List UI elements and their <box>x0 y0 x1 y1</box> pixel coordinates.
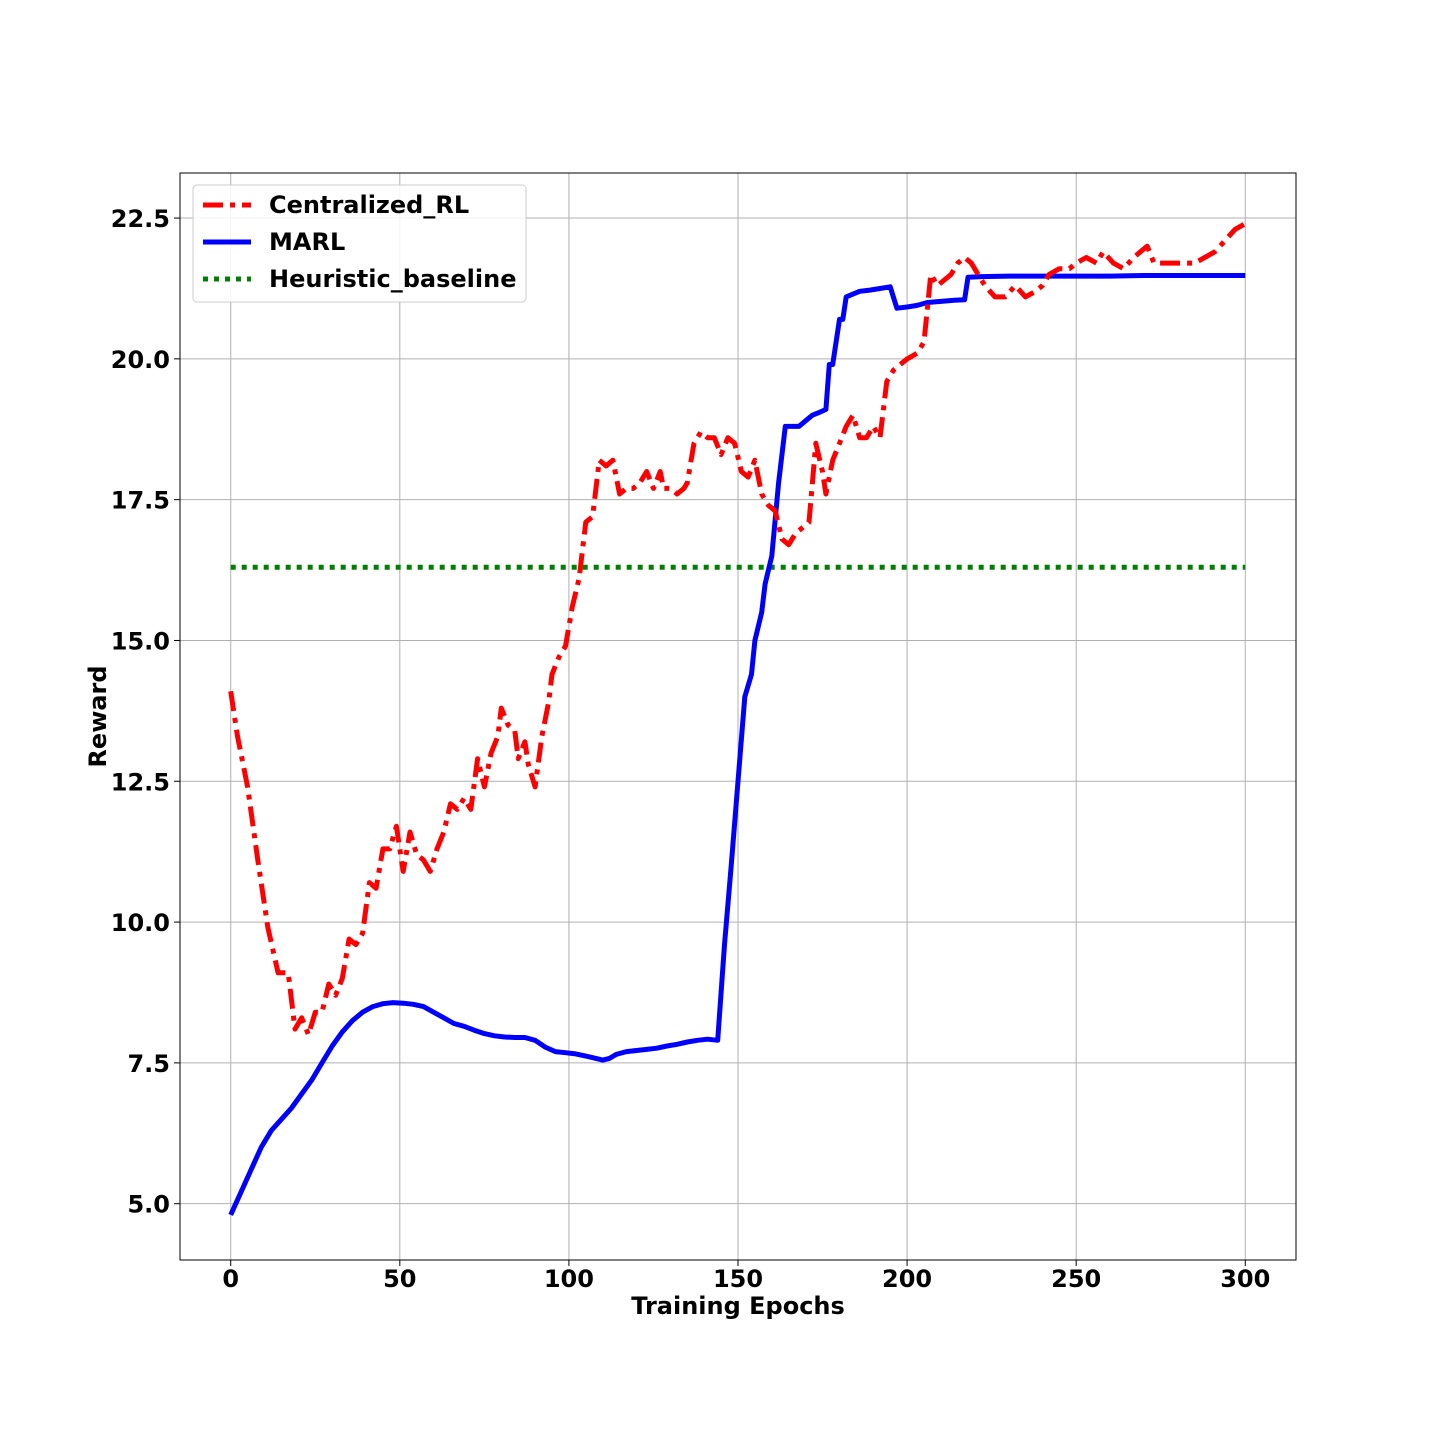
y-tick-label: 20.0 <box>111 346 170 374</box>
x-axis-label: Training Epochs <box>631 1292 845 1320</box>
x-tick-label: 200 <box>882 1265 932 1293</box>
legend-label: MARL <box>269 228 345 256</box>
y-axis-label: Reward <box>84 665 112 767</box>
legend: Centralized_RL MARL Heuristic_baseline <box>192 184 527 303</box>
y-tick-label: 15.0 <box>111 627 170 655</box>
x-tick-label: 0 <box>222 1265 239 1293</box>
y-tick-label: 5.0 <box>127 1191 170 1219</box>
legend-box <box>192 184 527 303</box>
x-tick-label: 100 <box>544 1265 594 1293</box>
x-tick-label: 250 <box>1051 1265 1101 1293</box>
y-tick-label: 17.5 <box>111 487 170 515</box>
axis-ticks: 0 50 100 150 200 250 300 5.0 7.5 10.0 12.5 15.0 17.5… <box>111 205 1271 1293</box>
plot-area-frame <box>179 172 1297 1261</box>
series-line-centralized-rl <box>228 221 1247 1038</box>
x-tick-label: 300 <box>1220 1265 1270 1293</box>
legend-label: Centralized_RL <box>269 191 469 219</box>
series-line-marl <box>228 273 1246 1216</box>
y-tick-label: 7.5 <box>127 1050 170 1078</box>
legend-label: Heuristic_baseline <box>269 265 516 293</box>
x-tick-label: 50 <box>383 1265 416 1293</box>
x-tick-label: 150 <box>713 1265 763 1293</box>
y-tick-label: 10.0 <box>111 909 170 937</box>
series-lines <box>228 221 1247 1216</box>
y-tick-label: 12.5 <box>111 768 170 796</box>
y-tick-label: 22.5 <box>111 205 170 233</box>
